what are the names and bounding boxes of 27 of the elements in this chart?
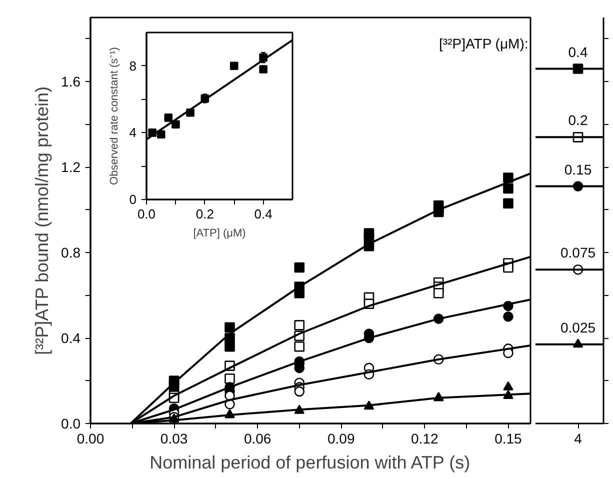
x-tick-label: 0.15: [494, 430, 522, 446]
x-tick-label: 0.2: [196, 206, 214, 222]
x-tick-label: 4: [574, 430, 582, 446]
x-tick-label: 0.09: [328, 430, 355, 446]
x-axis-title: [ATP] (μM): [193, 228, 246, 240]
x-axis-title: Nominal period of perfusion with ATP (s): [150, 452, 470, 472]
x-tick-label: 0.03: [160, 430, 188, 446]
legend-label: 0.075: [560, 244, 596, 261]
x-tick-label: 0.06: [244, 430, 272, 446]
x-tick-label: 0.00: [76, 430, 104, 446]
y-tick-label: 0.0: [61, 416, 81, 432]
annotation: [³²P]ATP (μM):: [439, 36, 528, 52]
y-tick-label: 0.4: [61, 330, 81, 346]
y-tick-label: 1.6: [61, 74, 81, 90]
y-tick-label: 8: [129, 58, 137, 74]
y-tick-label: 1.2: [61, 159, 81, 176]
y-tick-label: 0: [129, 192, 137, 207]
legend-label: 0.2: [568, 112, 588, 128]
x-tick-label: 0.4: [254, 206, 272, 222]
legend-label: 0.15: [564, 161, 592, 178]
y-axis-title: [³²P]ATP bound (nmol/mg protein): [32, 86, 52, 355]
y-axis-title: Observed rate constant (s⁻¹): [108, 47, 120, 185]
y-tick-label: 4: [129, 125, 137, 140]
series-label: 0.025: [560, 319, 596, 336]
y-tick-label: 0.8: [61, 244, 81, 261]
x-tick-label: 0.12: [411, 430, 439, 446]
series-label: 0.4: [568, 44, 588, 60]
